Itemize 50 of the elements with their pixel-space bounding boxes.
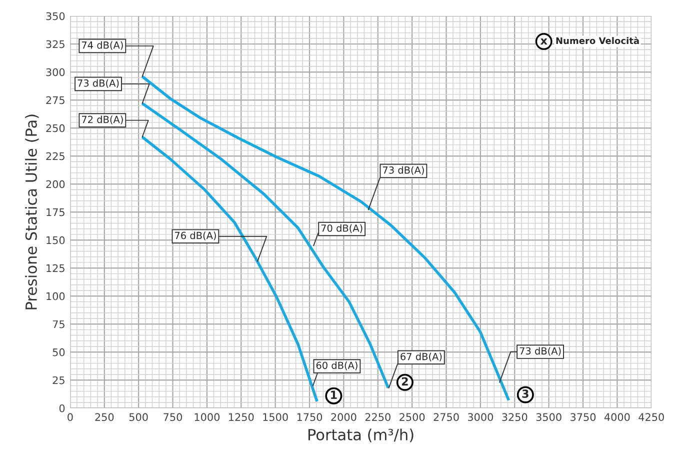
x-tick-label: 4000 [604, 413, 630, 422]
x-tick-label: 4250 [638, 413, 664, 422]
y-tick-label: 225 [46, 152, 64, 160]
annotation: 74 dB(A) [82, 41, 123, 50]
y-tick-label: 150 [46, 236, 65, 244]
x-tick-label: 250 [95, 413, 114, 422]
line-series [140, 75, 510, 402]
y-tick-label: 300 [46, 68, 65, 76]
x-axis-title: Portata (m³/h) [308, 428, 414, 442]
y-tick-label: 200 [46, 180, 65, 188]
x-tick-label: 3250 [502, 413, 528, 422]
annotation: 73 dB(A) [382, 166, 424, 175]
annotation: Numero Velocità [556, 36, 639, 44]
x-tick-label: 1250 [229, 413, 254, 422]
x-tick-label: 500 [129, 413, 148, 422]
x-tick-label: 0 [68, 413, 73, 422]
series-label: 2 [402, 377, 408, 386]
annotation: 60 dB(A) [316, 362, 358, 370]
y-tick-label: 275 [46, 96, 64, 104]
annotation: 76 dB(A) [175, 232, 216, 240]
y-tick-label: 325 [46, 40, 64, 48]
x-tick-label: 2750 [434, 413, 459, 422]
annotation: x [540, 38, 548, 45]
y-axis-title: Presione Statica Utile (Pa) [25, 114, 39, 310]
y-tick-label: 25 [52, 376, 64, 384]
x-tick-label: 3750 [570, 413, 596, 422]
x-tick-label: 750 [164, 413, 182, 422]
annotation: 72 dB(A) [82, 116, 123, 124]
y-tick-label: 0 [59, 404, 65, 412]
y-tick-label: 100 [46, 292, 65, 300]
y-tick-label: 250 [46, 124, 65, 132]
series-label: 1 [331, 390, 337, 399]
x-tick-label: 2250 [365, 413, 390, 422]
y-tick-label: 50 [52, 348, 65, 356]
x-tick-label: 2500 [400, 413, 425, 422]
series-label: 3 [522, 390, 528, 398]
y-tick-label: 75 [52, 320, 64, 328]
x-tick-label: 3000 [468, 413, 494, 422]
annotation: 73 dB(A) [520, 347, 561, 356]
annotation: 73 dB(A) [78, 79, 119, 88]
annotation: 70 dB(A) [321, 224, 362, 233]
x-tick-label: 2000 [331, 413, 356, 422]
x-tick-label: 1750 [297, 413, 322, 422]
x-tick-label: 1500 [263, 413, 288, 422]
x-tick-label: 3500 [536, 413, 562, 422]
annotation: 67 dB(A) [400, 352, 442, 362]
y-tick-label: 350 [46, 12, 65, 20]
x-tick-label: 1000 [194, 413, 220, 422]
y-tick-label: 125 [46, 264, 64, 272]
y-tick-label: 175 [46, 208, 64, 216]
